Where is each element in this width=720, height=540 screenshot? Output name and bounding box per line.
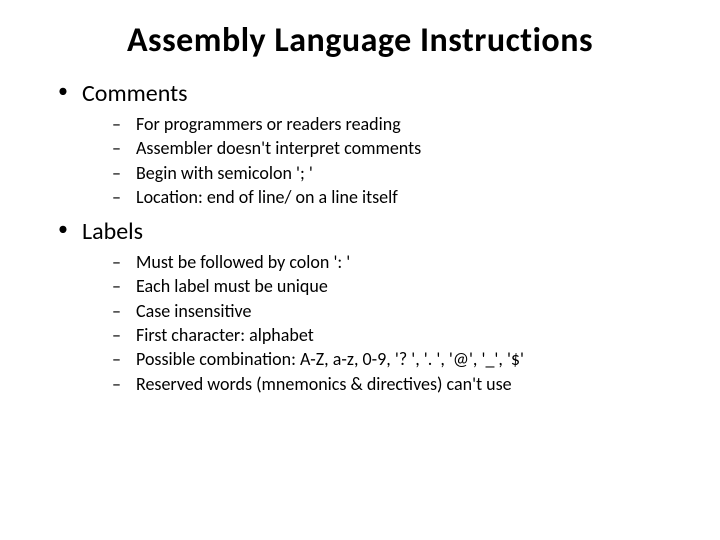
slide-title: Assembly Language Instructions (40, 20, 680, 61)
list-item: For programmers or readers reading (112, 112, 680, 136)
list-item: Case insensitive (112, 299, 680, 323)
list-item: Assembler doesn't interpret comments (112, 136, 680, 160)
list-item: Must be followed by colon ': ' (112, 250, 680, 274)
list-item: Labels Must be followed by colon ': ' Ea… (58, 217, 680, 396)
list-item: Comments For programmers or readers read… (58, 79, 680, 209)
sub-list: For programmers or readers reading Assem… (82, 112, 680, 209)
list-item: Reserved words (mnemonics & directives) … (112, 372, 680, 396)
list-item: Each label must be unique (112, 274, 680, 298)
section-heading: Labels (82, 217, 143, 246)
sub-list: Must be followed by colon ': ' Each labe… (82, 250, 680, 396)
bullet-list: Comments For programmers or readers read… (40, 79, 680, 396)
section-heading: Comments (82, 79, 188, 108)
list-item: Begin with semicolon '; ' (112, 161, 680, 185)
list-item: First character: alphabet (112, 323, 680, 347)
list-item: Possible combination: A-Z, a-z, 0-9, '? … (112, 347, 680, 371)
list-item: Location: end of line/ on a line itself (112, 185, 680, 209)
